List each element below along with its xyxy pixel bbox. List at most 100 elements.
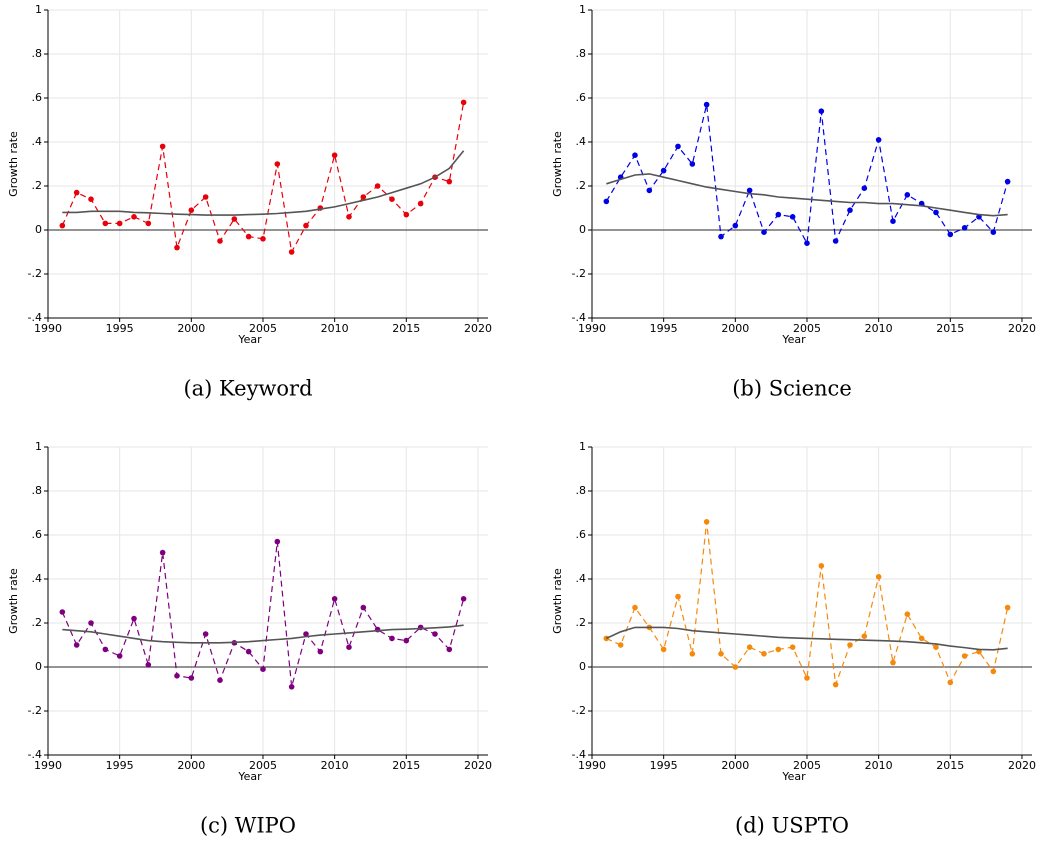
series-line <box>606 173 1008 217</box>
data-point <box>1004 178 1011 185</box>
data-point <box>861 633 868 639</box>
data-point <box>432 631 438 637</box>
data-point <box>718 651 724 657</box>
data-point <box>918 635 925 642</box>
data-point <box>131 214 137 220</box>
x-tick-label: 2005 <box>793 759 821 772</box>
data-point <box>646 187 653 194</box>
data-point <box>890 218 896 224</box>
data-point <box>202 194 209 200</box>
data-point <box>145 662 152 668</box>
data-point <box>660 646 667 653</box>
data-point <box>217 677 223 683</box>
data-point <box>818 563 825 569</box>
x-tick-label: 2010 <box>321 759 349 772</box>
data-point <box>73 642 80 648</box>
x-tick-label: 1990 <box>578 322 606 335</box>
data-point <box>617 642 624 648</box>
data-point <box>245 233 252 240</box>
data-point <box>260 666 266 672</box>
data-point <box>116 220 123 227</box>
data-point <box>761 651 767 657</box>
data-point <box>145 220 152 227</box>
data-point <box>746 644 753 650</box>
data-point <box>961 653 968 659</box>
y-tick-label: 1 <box>35 440 42 453</box>
x-tick-label: 1995 <box>650 759 678 772</box>
x-tick-label: 2015 <box>936 322 964 335</box>
data-point <box>875 137 882 143</box>
panel: -.4 -.2 0 .2 .4 .6 .8 1 1990 1995 2000 2005 2010 2015… <box>551 440 1036 838</box>
y-tick-label: -.2 <box>28 267 42 280</box>
x-axis-label: Year <box>237 333 262 346</box>
y-axis-label: Growth rate <box>551 131 564 197</box>
x-tick-label: 2010 <box>865 759 893 772</box>
x-tick-label: 1995 <box>106 322 134 335</box>
y-tick-label: -.4 <box>28 311 42 324</box>
y-tick-label: 1 <box>35 3 42 16</box>
data-point <box>174 244 180 251</box>
x-tick-label: 2020 <box>1008 759 1036 772</box>
series-line <box>605 626 1008 651</box>
x-tick-label: 2005 <box>249 759 277 772</box>
series-line <box>605 104 1009 246</box>
data-point <box>761 229 767 235</box>
y-tick-label: -.4 <box>28 748 42 761</box>
data-point <box>732 222 739 229</box>
data-point <box>446 178 453 185</box>
x-tick-label: 2015 <box>392 759 420 772</box>
data-point <box>933 644 939 650</box>
data-point <box>231 216 238 222</box>
data-point <box>789 644 796 650</box>
data-point <box>188 675 195 681</box>
panel: -.4 -.2 0 .2 .4 .6 .8 1 1990 1995 2000 2005 2010 2015… <box>551 3 1036 401</box>
data-point <box>460 596 467 602</box>
data-point <box>990 668 997 675</box>
data-point <box>217 238 223 244</box>
data-point <box>675 593 681 600</box>
data-point <box>890 659 896 666</box>
data-point <box>847 642 853 648</box>
data-point <box>403 211 410 218</box>
data-point <box>288 684 295 690</box>
series-line <box>606 521 1009 685</box>
data-point <box>88 196 94 202</box>
panel: -.4 -.2 0 .2 .4 .6 .8 1 1990 1995 2000 2005 2010 2015… <box>7 440 492 838</box>
x-tick-label: 2000 <box>721 759 749 772</box>
data-point <box>990 229 997 235</box>
data-point <box>116 653 123 659</box>
data-point <box>303 222 309 229</box>
y-tick-label: .6 <box>32 91 43 104</box>
y-tick-label: .4 <box>576 572 587 585</box>
caption: (a) Keyword <box>183 377 312 401</box>
data-point <box>603 198 610 205</box>
data-point <box>718 233 724 240</box>
data-point <box>689 161 696 167</box>
data-point <box>460 99 467 106</box>
data-point <box>832 681 839 688</box>
y-tick-label: 0 <box>579 223 586 236</box>
data-point <box>59 609 66 615</box>
y-tick-label: .2 <box>576 616 587 629</box>
y-tick-label: .6 <box>576 528 587 541</box>
data-point <box>832 238 839 244</box>
y-axis-label: Growth rate <box>7 131 20 197</box>
caption: (b) Science <box>732 377 852 401</box>
data-point <box>703 519 710 525</box>
data-point <box>159 143 166 150</box>
y-tick-label: 1 <box>579 3 586 16</box>
data-point <box>102 646 109 653</box>
caption: (c) WIPO <box>200 814 296 838</box>
data-point <box>775 211 782 218</box>
x-tick-label: 1995 <box>650 322 678 335</box>
y-tick-label: .2 <box>576 179 587 192</box>
data-point <box>732 664 739 670</box>
y-tick-label: 0 <box>35 660 42 673</box>
y-tick-label: .4 <box>32 135 43 148</box>
data-point <box>59 222 66 229</box>
y-tick-label: .8 <box>32 47 43 60</box>
data-point <box>746 187 753 194</box>
x-axis-label: Year <box>781 770 806 783</box>
x-axis-label: Year <box>781 333 806 346</box>
